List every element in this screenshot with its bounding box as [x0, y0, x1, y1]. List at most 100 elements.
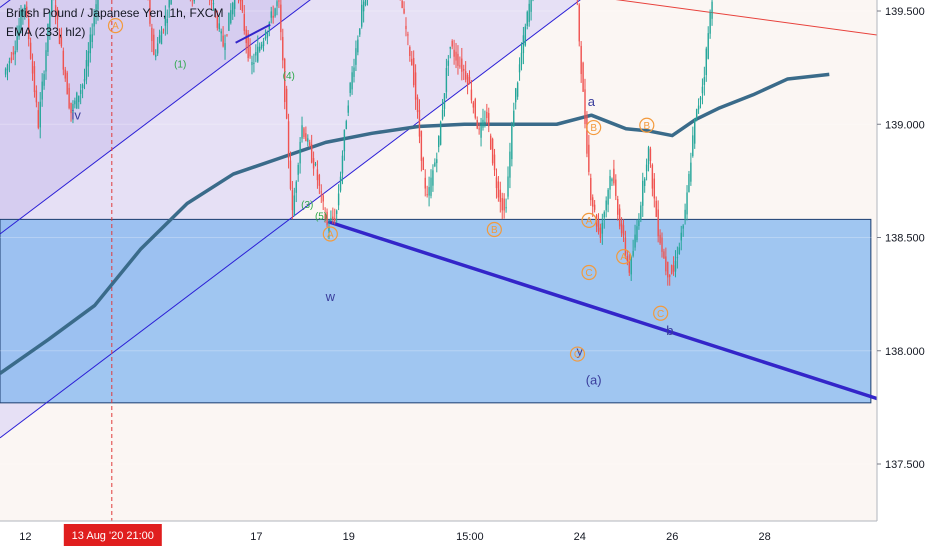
candle-body: [299, 141, 301, 164]
ema-line: [0, 72, 830, 375]
candle-body: [513, 110, 515, 127]
candle-body: [8, 60, 11, 64]
candle-body: [249, 46, 251, 57]
candle-body: [309, 142, 311, 146]
candle-body: [476, 119, 478, 129]
candle-body: [289, 160, 292, 189]
candle-body: [18, 25, 20, 37]
wave-label-circle: [616, 249, 632, 265]
wave-labels: iii(c)viiiivAB(2)(1)(4)(3)(5)AwABxCaABCy…: [72, 18, 674, 388]
candle-body: [266, 31, 269, 38]
candle-body: [335, 210, 338, 214]
candle-body: [488, 113, 490, 127]
candle-body: [168, 0, 170, 8]
crosshair-date-badge: [63, 524, 162, 546]
wave-label: (4): [283, 71, 295, 82]
time-tick-label: 28: [758, 531, 770, 543]
candle-body: [530, 0, 532, 12]
candle-body: [457, 53, 459, 66]
candle-body: [436, 159, 438, 164]
candle-body: [501, 198, 503, 211]
triangle-lower-line: [235, 23, 271, 44]
time-tick-label: 26: [666, 531, 678, 543]
candle-body: [472, 102, 475, 108]
candle-body: [499, 189, 502, 203]
candle-body: [156, 43, 159, 54]
candle-body: [672, 265, 675, 272]
candle-body: [43, 74, 45, 86]
candle-body: [424, 177, 426, 189]
wave-label: (5): [315, 211, 327, 222]
candle-body: [310, 144, 313, 163]
candle-body: [620, 223, 623, 234]
candle-body: [684, 209, 686, 219]
price-tick-label: 139.000: [885, 119, 925, 131]
candle-body: [47, 23, 49, 52]
candle-body: [643, 178, 646, 186]
candle-body: [91, 34, 93, 43]
candle-body: [461, 58, 463, 72]
crosshair-date-label: 13 Aug '20 21:00: [72, 530, 154, 542]
candle-body: [78, 95, 80, 103]
symbol-title[interactable]: British Pound / Japanese Yen, 1h, FXCM: [6, 6, 224, 20]
candle-body: [6, 64, 9, 71]
wave-label-circle: [581, 212, 597, 229]
channel-line: [0, 0, 581, 439]
candle-body: [334, 218, 336, 222]
candle-body: [484, 121, 486, 123]
candle-body: [680, 232, 682, 241]
wave-label: B: [491, 225, 498, 236]
candle-body: [253, 62, 255, 64]
price-axis: 141.500141.000140.500140.000139.500139.0…: [876, 0, 932, 550]
wave-label-circle: [486, 221, 502, 238]
candle-body: [690, 162, 692, 182]
candle-body: [170, 0, 172, 5]
candle-body: [166, 19, 168, 24]
candle-body: [79, 90, 82, 94]
candle-body: [603, 212, 605, 218]
candle-body: [480, 124, 482, 138]
candle-body: [511, 125, 513, 160]
time-tick-label: 19: [343, 531, 355, 543]
candle-body: [638, 220, 640, 226]
candle-body: [151, 27, 153, 42]
candle-body: [293, 195, 296, 216]
candle-body: [630, 256, 632, 275]
candle-body: [12, 52, 14, 55]
candle-body: [622, 225, 625, 236]
candle-body: [497, 181, 500, 198]
candle-body: [230, 10, 232, 24]
candle-body: [493, 154, 496, 171]
candle-body: [324, 213, 326, 219]
wave-label-circle: [322, 226, 338, 242]
candle-body: [412, 57, 415, 86]
candle-body: [703, 77, 706, 85]
candle-body: [449, 46, 451, 49]
candle-body: [364, 0, 367, 6]
candle-body: [193, 0, 195, 2]
candle-body: [688, 174, 690, 193]
candle-body: [224, 43, 226, 50]
candle-body: [522, 35, 525, 54]
candle-body: [31, 61, 34, 74]
candle-body: [93, 17, 95, 27]
candle-body: [663, 251, 665, 259]
indicator-label[interactable]: EMA (233, hl2): [6, 25, 86, 39]
candle-body: [516, 82, 519, 97]
candle-body: [24, 5, 26, 10]
candle-body: [711, 1, 713, 19]
candle-body: [278, 0, 280, 2]
candle-body: [518, 64, 521, 73]
candle-body: [345, 121, 348, 130]
candle-body: [445, 68, 448, 93]
candle-body: [655, 200, 657, 217]
candle-body: [686, 192, 688, 215]
candle-body: [414, 72, 417, 100]
candle-body: [62, 50, 65, 70]
candle-body: [247, 33, 249, 59]
candle-body: [351, 72, 353, 90]
candle-body: [468, 76, 471, 84]
candle-body: [239, 0, 242, 2]
